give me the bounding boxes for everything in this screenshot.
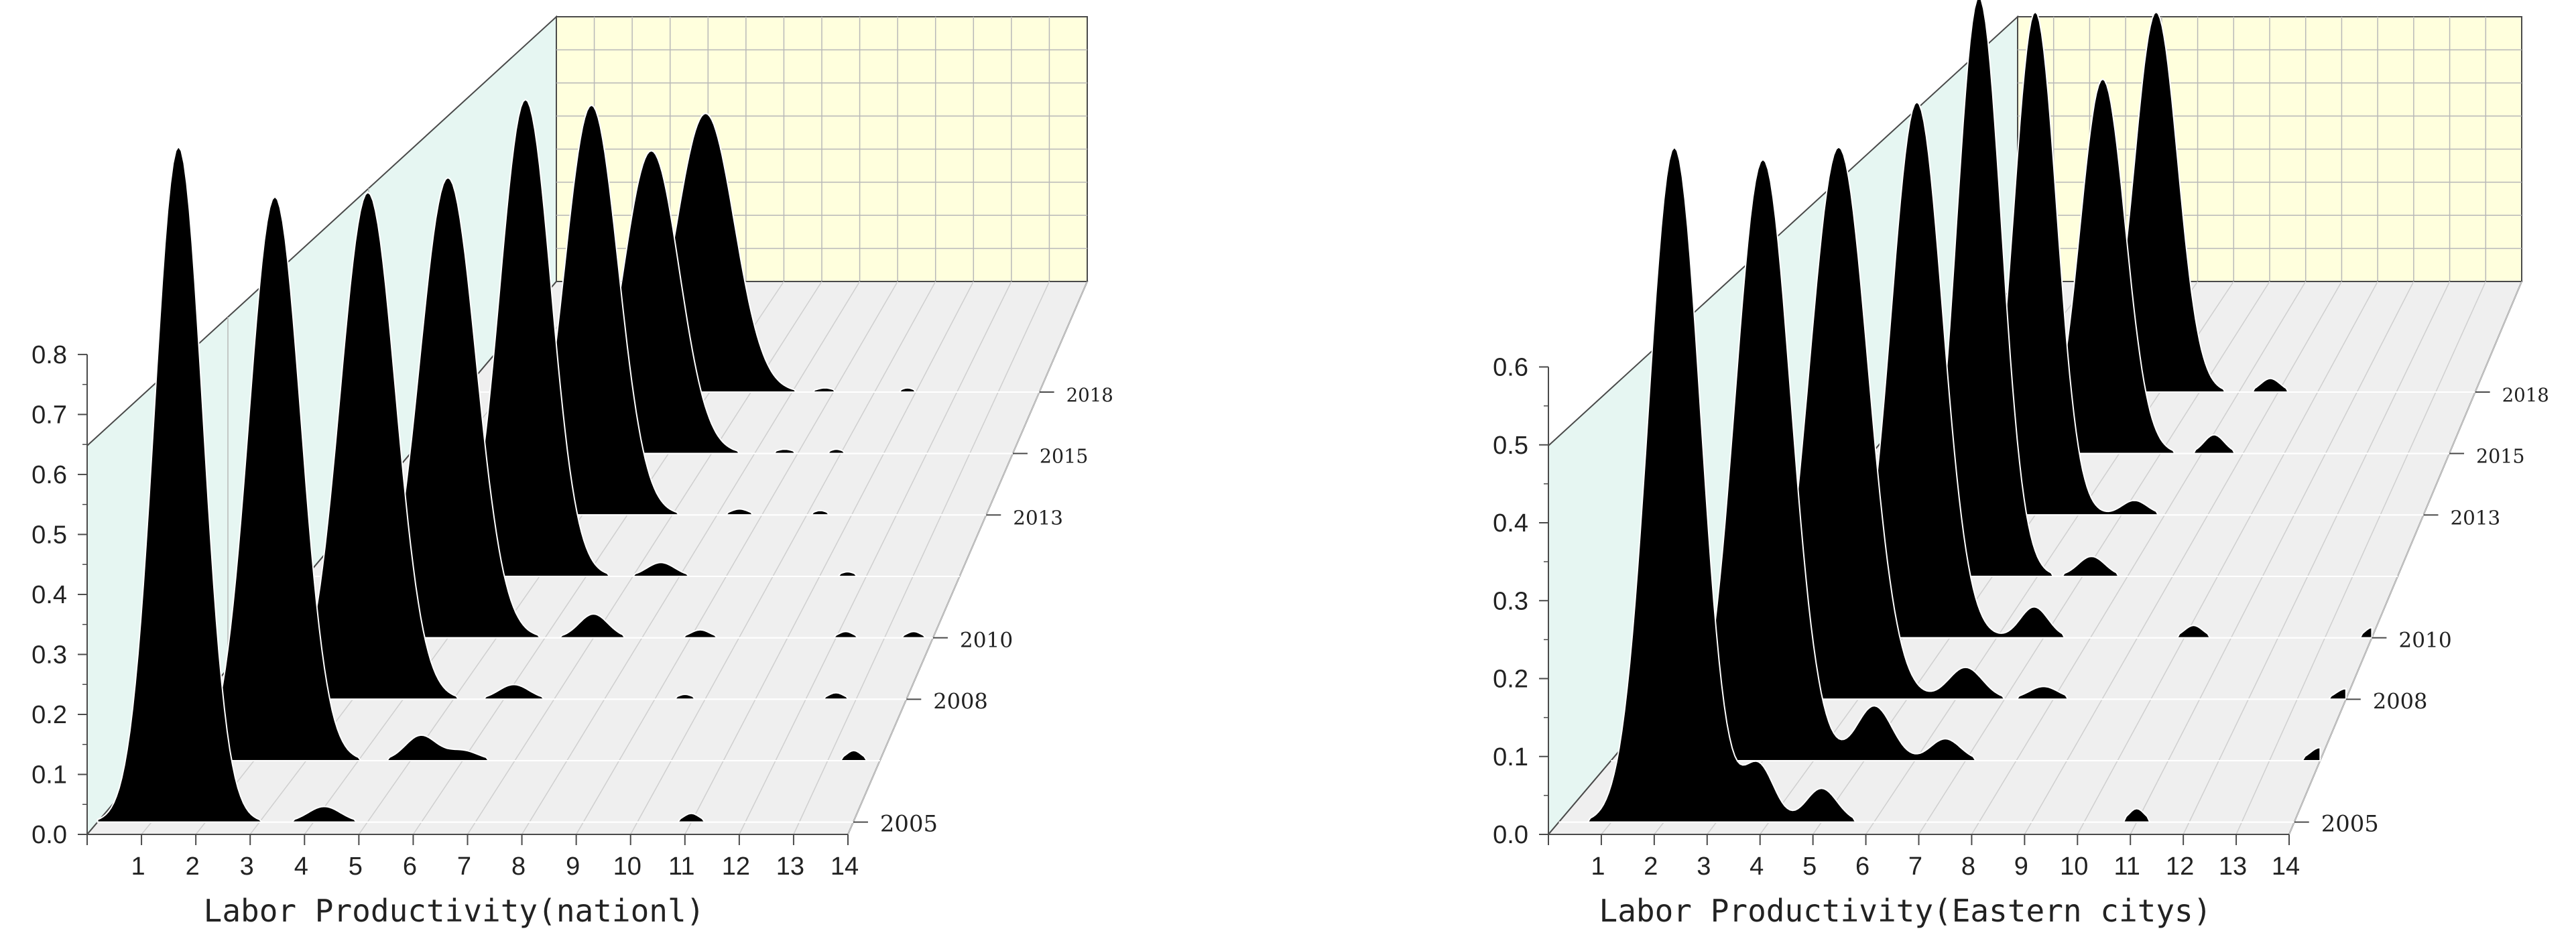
floor-grid-line: [793, 281, 1050, 835]
year-label: 2018: [2502, 384, 2549, 406]
year-label: 2015: [2476, 446, 2524, 468]
floor-grid-line: [847, 281, 1088, 835]
y-tick-label: 0.1: [1493, 743, 1528, 771]
x-tick-label: 7: [457, 853, 471, 881]
y-tick-label: 0.1: [32, 761, 67, 789]
x-tick-label: 13: [2219, 853, 2247, 881]
year-label: 2008: [933, 688, 988, 714]
x-axis-title: Labor Productivity(nationl): [204, 893, 705, 929]
x-tick-label: 1: [1591, 853, 1605, 881]
year-label: 2015: [1040, 446, 1088, 468]
y-tick-label: 0.7: [32, 401, 67, 429]
x-tick-label: 13: [776, 853, 804, 881]
x-tick-label: 4: [1750, 853, 1764, 881]
y-tick-label: 0.2: [32, 701, 67, 729]
y-tick-label: 0.6: [1493, 354, 1528, 382]
floor-grid-line: [575, 281, 898, 835]
floor-grid-line: [2183, 281, 2451, 835]
x-tick-label: 3: [240, 853, 254, 881]
x-tick-label: 8: [1961, 853, 1975, 881]
x-tick-label: 10: [2060, 853, 2088, 881]
y-tick-label: 0.0: [32, 821, 67, 849]
year-label: 2013: [2450, 506, 2500, 529]
floor-grid-line: [2235, 281, 2486, 835]
y-tick-label: 0.6: [32, 461, 67, 489]
x-tick-label: 3: [1697, 853, 1711, 881]
x-tick-label: 5: [1802, 853, 1817, 881]
y-tick-label: 0.4: [1493, 509, 1528, 538]
floor-grid-line: [684, 281, 974, 835]
floor-grid-line: [1971, 281, 2307, 835]
year-label: 2008: [2373, 688, 2428, 714]
x-tick-label: 4: [294, 853, 308, 881]
y-tick-label: 0.2: [1493, 666, 1528, 694]
x-tick-label: 8: [511, 853, 526, 881]
y-tick-label: 0.3: [1493, 587, 1528, 615]
y-tick-label: 0.8: [32, 341, 67, 369]
year-label: 2010: [960, 629, 1013, 653]
y-tick-label: 0.5: [1493, 432, 1528, 460]
x-tick-label: 6: [1855, 853, 1869, 881]
floor-grid-line: [521, 281, 861, 835]
x-tick-label: 5: [349, 853, 363, 881]
year-label: 2013: [1013, 506, 1063, 529]
x-tick-label: 10: [613, 853, 641, 881]
y-tick-label: 0.4: [32, 581, 67, 609]
floor-grid-line: [2130, 281, 2414, 835]
x-tick-label: 12: [2166, 853, 2194, 881]
year-label: 2005: [2321, 811, 2379, 837]
y-tick-label: 0.3: [32, 641, 67, 669]
x-tick-label: 7: [1908, 853, 1922, 881]
x-tick-label: 14: [831, 853, 859, 881]
floor-grid-line: [2024, 281, 2343, 835]
x-axis-title: Labor Productivity(Eastern citys): [1599, 893, 2212, 929]
x-tick-label: 2: [1644, 853, 1658, 881]
x-tick-label: 12: [722, 853, 750, 881]
floor-grid-line: [630, 281, 936, 835]
x-tick-label: 11: [2113, 853, 2140, 881]
x-tick-label: 6: [403, 853, 417, 881]
x-tick-label: 2: [186, 853, 200, 881]
x-tick-label: 9: [566, 853, 580, 881]
y-tick-label: 0.0: [1493, 821, 1528, 849]
year-label: 2010: [2398, 629, 2451, 653]
x-tick-label: 1: [131, 853, 145, 881]
floor-grid-line: [2288, 281, 2522, 835]
chart-panel-1: 2018 2015 2013 2010 2008 2005 0.0 0.1 0.2 0.3 0.4 0…: [32, 15, 1113, 929]
floor-grid-line: [739, 281, 1012, 835]
x-tick-label: 9: [2014, 853, 2028, 881]
x-tick-label: 11: [668, 853, 694, 881]
year-label: 2005: [880, 811, 938, 837]
year-label: 2018: [1066, 384, 1113, 406]
chart-panel-2: 2018 2015 2013 2010 2008 2005 0.0 0.1 0.2 0.3 0.4 0…: [1493, 0, 2549, 929]
x-tick-label: 14: [2272, 853, 2300, 881]
y-tick-label: 0.5: [32, 521, 67, 549]
floor-grid-line: [2077, 281, 2378, 835]
